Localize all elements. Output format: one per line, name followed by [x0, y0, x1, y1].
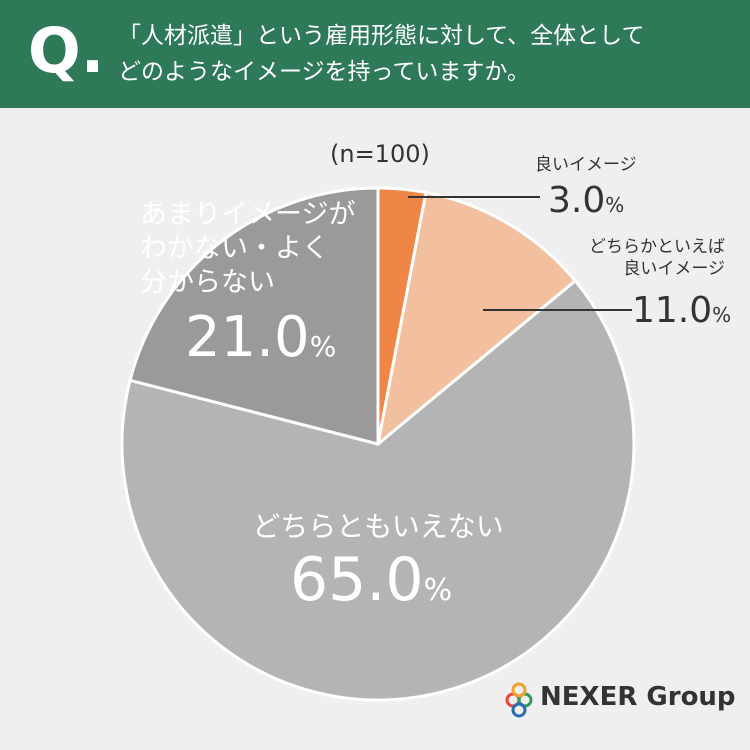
category-label: どちらかといえば 良いイメージ	[589, 237, 725, 279]
pie-slice	[128, 186, 380, 446]
category-label: 良いイメージ	[535, 155, 637, 175]
brand-icon	[505, 682, 533, 718]
header	[0, 0, 750, 108]
value-number: 11.0	[632, 290, 713, 331]
pie-slice	[375, 190, 578, 448]
question-text: 「人材派遣」という雇用形態に対して、全体として どのようなイメージを持っています…	[118, 23, 645, 85]
brand: NEXER Group	[540, 682, 736, 712]
value-unit: %	[423, 573, 453, 608]
value-label: 21.0%	[185, 305, 336, 370]
value-unit: %	[712, 303, 732, 327]
category-label: あまりイメージが わかない・よく 分からない	[140, 199, 356, 298]
value-label: 3.0%	[548, 180, 624, 221]
value-number: 21.0	[185, 305, 310, 370]
value-unit: %	[309, 330, 337, 363]
value-number: 65.0	[290, 545, 424, 615]
category-label: どちらともいえない	[252, 510, 504, 543]
value-label: 11.0%	[632, 290, 731, 331]
subtitle: (n=100)	[330, 140, 430, 168]
pie-slice	[120, 278, 636, 702]
question-mark: Q.	[28, 14, 105, 87]
value-number: 3.0	[548, 180, 606, 221]
value-unit: %	[605, 193, 625, 217]
value-label: 65.0%	[290, 545, 452, 615]
